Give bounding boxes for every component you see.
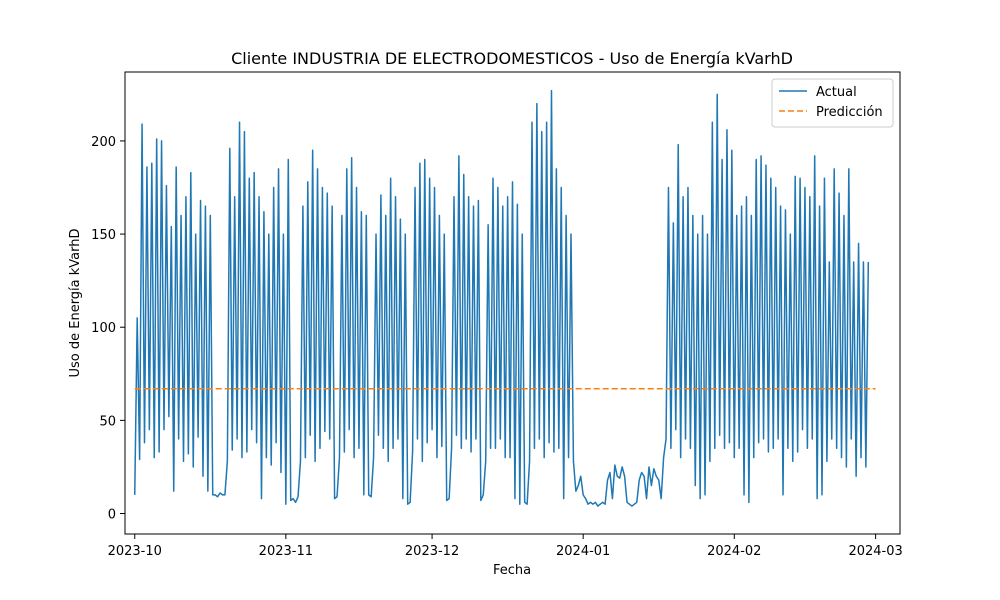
y-tick-label: 150 — [91, 228, 116, 243]
plot-background — [125, 72, 900, 534]
plot-area — [124, 71, 901, 535]
y-axis-ticks: 0 50 100 150 200 — [91, 135, 125, 523]
y-tick-label: 0 — [108, 508, 116, 523]
x-axis-label: Fecha — [493, 563, 531, 578]
legend-label-actual: Actual — [816, 85, 857, 100]
x-tick-label: 2024-03 — [848, 544, 902, 559]
chart-title: Cliente INDUSTRIA DE ELECTRODOMESTICOS -… — [231, 49, 793, 68]
x-tick-label: 2024-02 — [707, 544, 761, 559]
y-tick-label: 50 — [99, 414, 116, 429]
legend-label-prediccion: Predicción — [816, 105, 883, 120]
y-tick-label: 200 — [91, 135, 116, 150]
series-actual-line — [134, 89, 870, 507]
x-tick-label: 2023-12 — [405, 544, 459, 559]
plot-frame — [124, 71, 901, 535]
x-axis-ticks: 2023-10 2023-11 2023-12 2024-01 2024-02 2024-… — [108, 534, 903, 559]
x-tick-label: 2023-10 — [108, 544, 162, 559]
x-tick-label: 2024-01 — [556, 544, 610, 559]
y-tick-label: 100 — [91, 321, 116, 336]
y-axis-label: Uso de Energía kVarhD — [68, 228, 83, 377]
x-tick-label: 2023-11 — [259, 544, 313, 559]
legend: Actual Predicción — [771, 78, 894, 128]
